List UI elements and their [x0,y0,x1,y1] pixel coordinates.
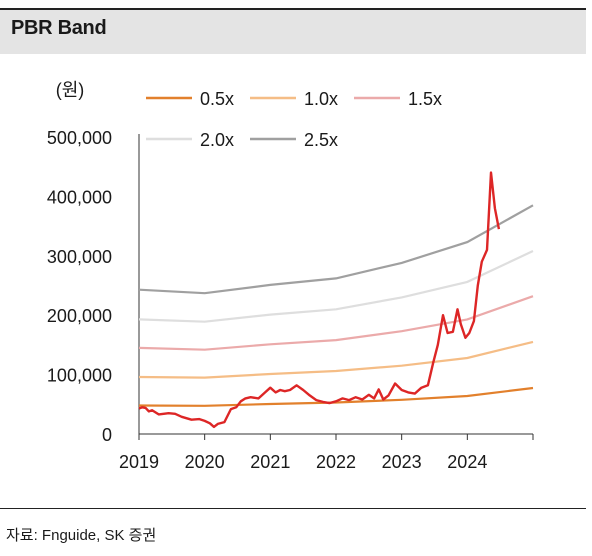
chart-header [0,8,586,54]
y-tick-label-1: 100,000 [47,366,112,386]
x-tick-label-2: 2021 [250,452,290,472]
chart-title: PBR Band [11,17,107,39]
x-tick-label-1: 2020 [185,452,225,472]
x-tick-label-4: 2023 [382,452,422,472]
band-line-1.0x [138,340,534,379]
x-tick-label-3: 2022 [316,452,356,472]
y-tick-label-0: 0 [102,425,112,445]
y-tick-label-4: 400,000 [47,187,112,207]
band-line-0.5x [138,386,534,407]
legend-label-1.5x: 1.5x [408,89,442,109]
y-tick-label-5: 500,000 [47,128,112,148]
x-tick-label-0: 2019 [119,452,159,472]
source-divider [0,508,586,509]
legend-label-0.5x: 0.5x [200,89,234,109]
legend-label-2.5x: 2.5x [304,130,338,150]
x-tick-label-5: 2024 [447,452,487,472]
y-axis-unit-label: (원) [56,80,85,100]
price-line [138,171,501,429]
legend-label-1.0x: 1.0x [304,89,338,109]
legend-label-2.0x: 2.0x [200,130,234,150]
band-line-2.0x [138,250,534,323]
y-tick-label-2: 200,000 [47,306,112,326]
top-divider [0,8,586,10]
band-line-1.5x [138,295,534,351]
source-note: 자료: Fnguide, SK 증권 [6,527,157,544]
band-line-2.5x [138,204,534,295]
y-tick-label-3: 300,000 [47,247,112,267]
